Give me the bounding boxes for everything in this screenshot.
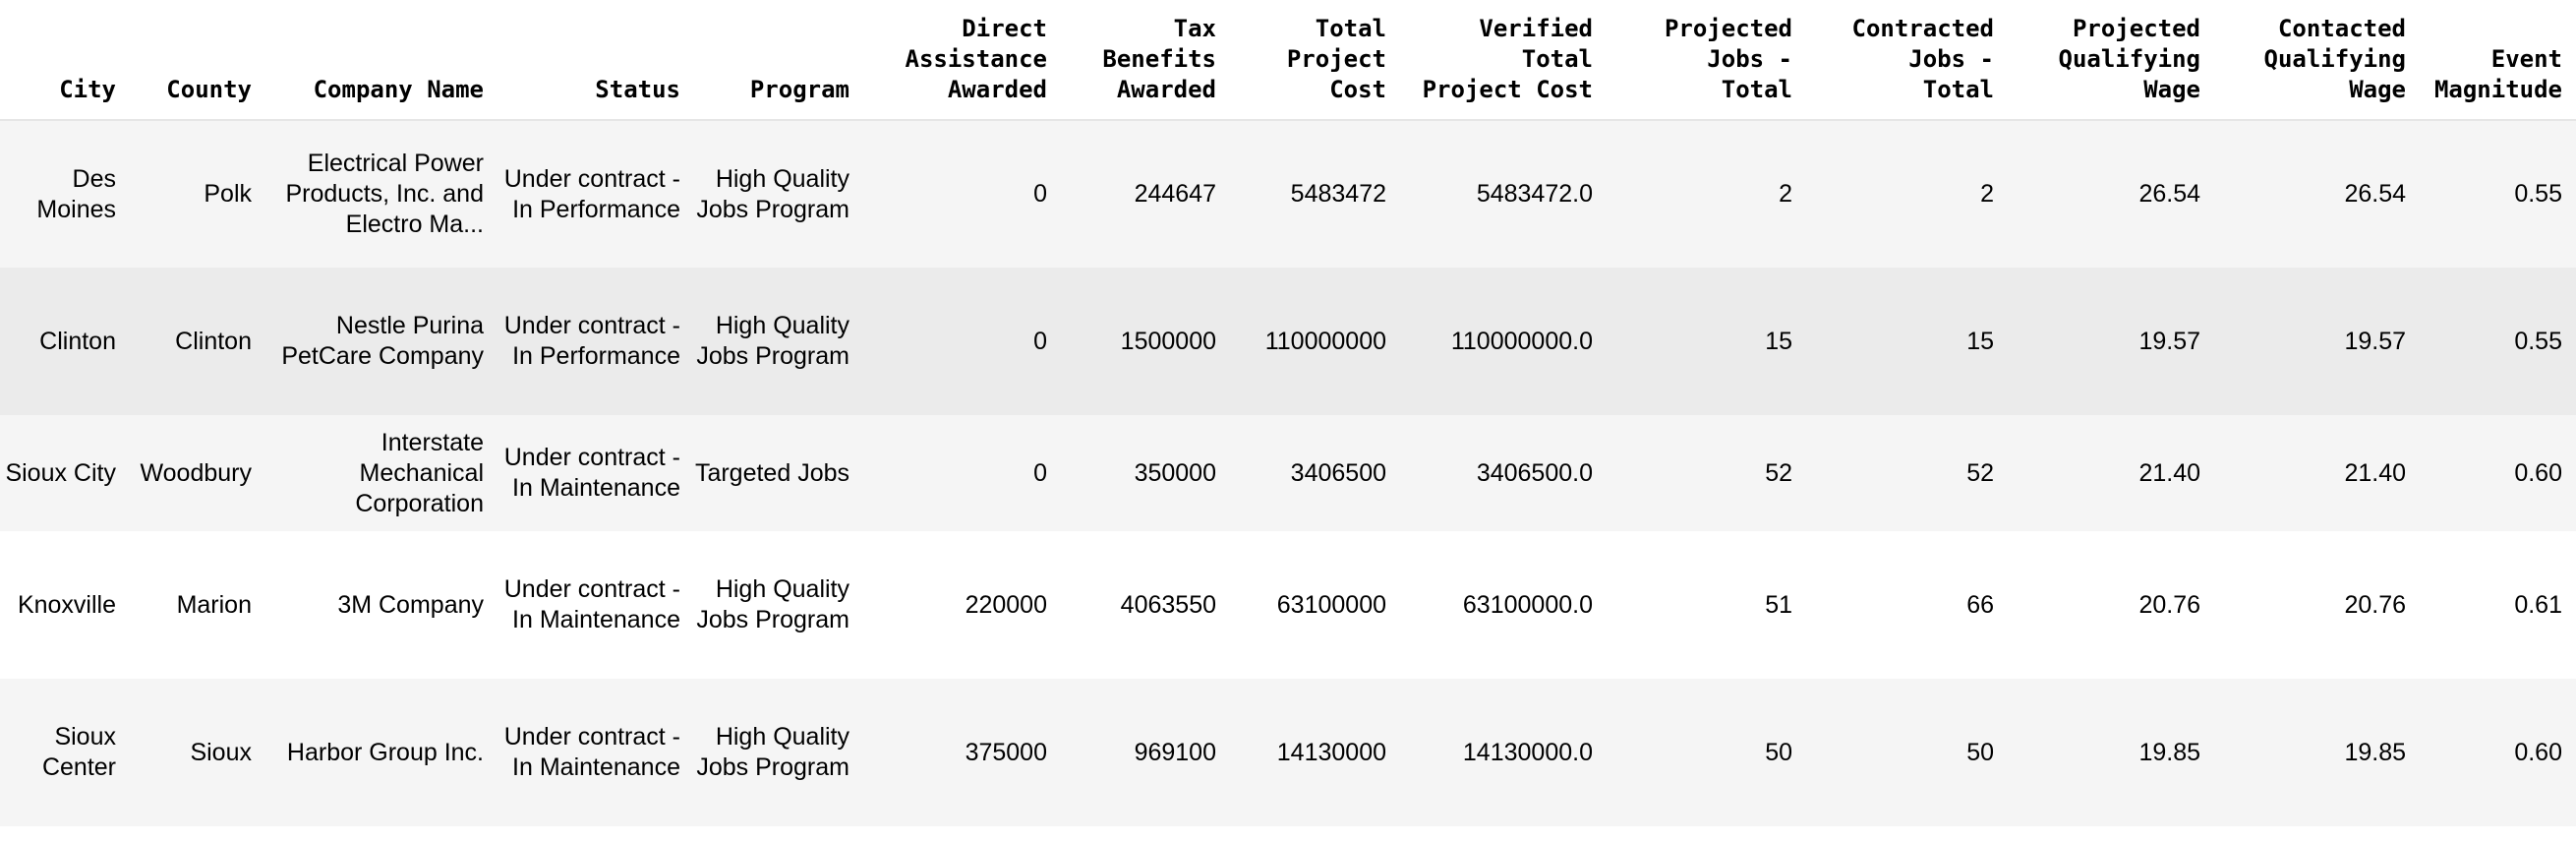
cell-contracted-jobs-total: 52 xyxy=(1966,458,1994,487)
cell-county: Polk xyxy=(204,180,252,208)
cell-program: Targeted Jobs xyxy=(694,458,849,487)
cell-contacted-qualifying-wage: 19.57 xyxy=(2344,327,2406,355)
column-header-city[interactable]: City xyxy=(0,0,130,121)
cell-city: Sioux Center xyxy=(41,723,116,781)
cell-program: High Quality Jobs Program xyxy=(696,312,849,370)
cell-verified-total-project-cost: 5483472.0 xyxy=(1476,180,1593,208)
cell-company-name: Interstate Mechanical Corporation xyxy=(355,428,484,517)
cell-total-project-cost: 5483472 xyxy=(1290,180,1386,208)
cell-event-magnitude: 0.60 xyxy=(2514,458,2562,487)
cell-direct-assistance-awarded: 375000 xyxy=(965,738,1047,766)
cell-contracted-jobs-total: 2 xyxy=(1980,180,1994,208)
table-row: Knoxville Marion 3M Company Under contra… xyxy=(0,531,2576,679)
cell-verified-total-project-cost: 3406500.0 xyxy=(1476,458,1593,487)
cell-verified-total-project-cost: 110000000.0 xyxy=(1450,327,1593,355)
cell-program: High Quality Jobs Program xyxy=(696,575,849,633)
column-header-county[interactable]: County xyxy=(130,0,265,121)
cell-county: Woodbury xyxy=(140,458,253,487)
cell-city: Des Moines xyxy=(36,164,116,223)
cell-status: Under contract - In Performance xyxy=(503,164,680,223)
cell-total-project-cost: 63100000 xyxy=(1276,590,1386,619)
cell-company-name: Harbor Group Inc. xyxy=(286,738,484,766)
cell-projected-jobs-total: 52 xyxy=(1765,458,1792,487)
table-body: Des Moines Polk Electrical Power Product… xyxy=(0,120,2576,826)
cell-projected-qualifying-wage: 26.54 xyxy=(2138,180,2200,208)
cell-projected-qualifying-wage: 20.76 xyxy=(2138,590,2200,619)
cell-status: Under contract - In Maintenance xyxy=(503,444,680,502)
cell-direct-assistance-awarded: 0 xyxy=(1033,327,1047,355)
cell-status: Under contract - In Performance xyxy=(503,312,680,370)
cell-projected-jobs-total: 15 xyxy=(1765,327,1792,355)
column-header-tax-benefits-awarded[interactable]: Tax Benefits Awarded xyxy=(1061,0,1230,121)
column-header-contacted-qualifying-wage[interactable]: Contacted Qualifying Wage xyxy=(2214,0,2420,121)
header-row: City County Company Name Status Program … xyxy=(0,0,2576,121)
cell-direct-assistance-awarded: 220000 xyxy=(965,590,1047,619)
cell-contacted-qualifying-wage: 26.54 xyxy=(2344,180,2406,208)
column-header-company-name[interactable]: Company Name xyxy=(265,0,498,121)
cell-event-magnitude: 0.55 xyxy=(2514,327,2562,355)
cell-event-magnitude: 0.61 xyxy=(2514,590,2562,619)
cell-direct-assistance-awarded: 0 xyxy=(1033,180,1047,208)
cell-total-project-cost: 110000000 xyxy=(1264,327,1386,355)
table-row: Clinton Clinton Nestle Purina PetCare Co… xyxy=(0,268,2576,415)
column-header-status[interactable]: Status xyxy=(498,0,694,121)
column-header-verified-total-project-cost[interactable]: Verified Total Project Cost xyxy=(1400,0,1607,121)
cell-contacted-qualifying-wage: 19.85 xyxy=(2344,738,2406,766)
cell-program: High Quality Jobs Program xyxy=(696,723,849,781)
cell-status: Under contract - In Maintenance xyxy=(503,723,680,781)
table-row: Des Moines Polk Electrical Power Product… xyxy=(0,120,2576,268)
table-row: Sioux City Woodbury Interstate Mechanica… xyxy=(0,415,2576,531)
cell-contacted-qualifying-wage: 21.40 xyxy=(2344,458,2406,487)
cell-verified-total-project-cost: 14130000.0 xyxy=(1462,738,1593,766)
cell-program: High Quality Jobs Program xyxy=(696,164,849,223)
cell-event-magnitude: 0.60 xyxy=(2514,738,2562,766)
cell-direct-assistance-awarded: 0 xyxy=(1033,458,1047,487)
cell-verified-total-project-cost: 63100000.0 xyxy=(1462,590,1593,619)
cell-company-name: 3M Company xyxy=(337,590,484,619)
cell-projected-jobs-total: 51 xyxy=(1765,590,1792,619)
cell-total-project-cost: 14130000 xyxy=(1276,738,1386,766)
cell-tax-benefits-awarded: 4063550 xyxy=(1120,590,1216,619)
cell-company-name: Nestle Purina PetCare Company xyxy=(281,312,484,370)
cell-event-magnitude: 0.55 xyxy=(2514,180,2562,208)
table-row: Sioux Center Sioux Harbor Group Inc. Und… xyxy=(0,679,2576,826)
column-header-event-magnitude[interactable]: Event Magnitude xyxy=(2420,0,2576,121)
cell-contracted-jobs-total: 15 xyxy=(1966,327,1994,355)
cell-county: Marion xyxy=(176,590,252,619)
column-header-direct-assistance-awarded[interactable]: Direct Assistance Awarded xyxy=(863,0,1061,121)
cell-city: Knoxville xyxy=(17,590,116,619)
cell-city: Clinton xyxy=(39,327,116,355)
cell-projected-jobs-total: 50 xyxy=(1765,738,1792,766)
cell-status: Under contract - In Maintenance xyxy=(503,575,680,633)
table-header: City County Company Name Status Program … xyxy=(0,0,2576,121)
cell-total-project-cost: 3406500 xyxy=(1290,458,1386,487)
cell-company-name: Electrical Power Products, Inc. and Elec… xyxy=(285,150,484,238)
cell-tax-benefits-awarded: 969100 xyxy=(1134,738,1216,766)
cell-projected-jobs-total: 2 xyxy=(1779,180,1792,208)
cell-projected-qualifying-wage: 19.57 xyxy=(2138,327,2200,355)
column-header-projected-qualifying-wage[interactable]: Projected Qualifying Wage xyxy=(2008,0,2214,121)
cell-projected-qualifying-wage: 19.85 xyxy=(2138,738,2200,766)
column-header-program[interactable]: Program xyxy=(694,0,863,121)
column-header-projected-jobs-total[interactable]: Projected Jobs - Total xyxy=(1607,0,1806,121)
cell-tax-benefits-awarded: 244647 xyxy=(1134,180,1216,208)
cell-contracted-jobs-total: 50 xyxy=(1966,738,1994,766)
cell-contracted-jobs-total: 66 xyxy=(1966,590,1994,619)
cell-projected-qualifying-wage: 21.40 xyxy=(2138,458,2200,487)
cell-tax-benefits-awarded: 350000 xyxy=(1134,458,1216,487)
column-header-total-project-cost[interactable]: Total Project Cost xyxy=(1230,0,1400,121)
cell-county: Sioux xyxy=(190,738,252,766)
cell-tax-benefits-awarded: 1500000 xyxy=(1120,327,1216,355)
cell-county: Clinton xyxy=(175,327,252,355)
cell-contacted-qualifying-wage: 20.76 xyxy=(2344,590,2406,619)
cell-city: Sioux City xyxy=(5,458,116,487)
column-header-contracted-jobs-total[interactable]: Contracted Jobs - Total xyxy=(1806,0,2008,121)
